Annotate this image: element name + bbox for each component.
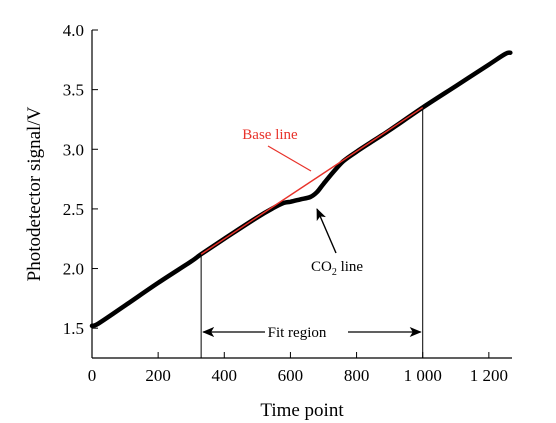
x-tick-label: 0 bbox=[88, 366, 97, 385]
co2-signal-line bbox=[89, 50, 513, 329]
co2-line-label: CO2 line bbox=[311, 259, 363, 278]
base-line bbox=[200, 106, 424, 255]
co2-line-annotation-arrow bbox=[316, 208, 337, 254]
x-ticks: 0 200 400 600 800 1 000 1 200 bbox=[88, 352, 508, 385]
y-tick-label: 2.0 bbox=[63, 260, 84, 279]
x-tick-label: 800 bbox=[344, 366, 370, 385]
fit-region-label: Fit region bbox=[268, 325, 327, 341]
y-tick-label: 2.5 bbox=[63, 200, 84, 219]
x-axis-label: Time point bbox=[260, 400, 344, 421]
x-tick-label: 400 bbox=[212, 366, 238, 385]
y-tick-label: 4.0 bbox=[63, 21, 84, 40]
base-line-label: Base line bbox=[242, 127, 298, 143]
y-ticks: 1.5 2.0 2.5 3.0 3.5 4.0 bbox=[63, 21, 98, 338]
x-tick-label: 1 200 bbox=[470, 366, 508, 385]
x-tick-label: 600 bbox=[278, 366, 304, 385]
y-tick-label: 3.0 bbox=[63, 140, 84, 159]
y-axis-label: Photodetector signal/V bbox=[24, 106, 45, 281]
y-tick-label: 3.5 bbox=[63, 81, 84, 100]
y-tick-label: 1.5 bbox=[63, 319, 84, 338]
base-line-annotation-arrow bbox=[267, 145, 312, 172]
x-tick-label: 1 000 bbox=[404, 366, 442, 385]
x-tick-label: 200 bbox=[145, 366, 171, 385]
